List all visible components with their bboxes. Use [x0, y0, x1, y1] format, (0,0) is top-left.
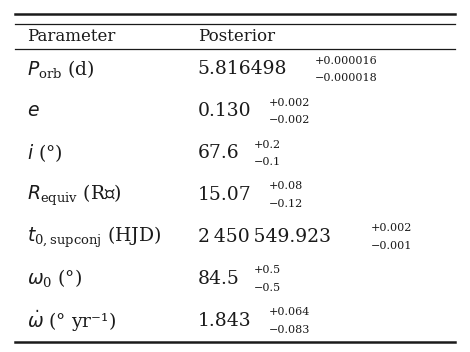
- Text: −0.5: −0.5: [254, 283, 281, 293]
- Text: +0.08: +0.08: [269, 181, 303, 191]
- Text: 2 450 549.923: 2 450 549.923: [197, 228, 330, 246]
- Text: $\dot{\omega}$ (° yr⁻¹): $\dot{\omega}$ (° yr⁻¹): [27, 308, 116, 334]
- Text: +0.002: +0.002: [370, 223, 412, 233]
- Text: +0.2: +0.2: [253, 139, 281, 150]
- Text: 84.5: 84.5: [197, 270, 240, 288]
- Text: 1.843: 1.843: [197, 312, 251, 330]
- Text: $e$: $e$: [27, 102, 40, 120]
- Text: +0.000016: +0.000016: [315, 56, 377, 66]
- Text: 5.816498: 5.816498: [197, 61, 287, 78]
- Text: Parameter: Parameter: [27, 28, 116, 45]
- Text: +0.064: +0.064: [269, 307, 310, 317]
- Text: $i$ (°): $i$ (°): [27, 142, 63, 164]
- Text: 0.130: 0.130: [197, 102, 251, 120]
- Text: −0.000018: −0.000018: [315, 73, 377, 83]
- Text: +0.5: +0.5: [254, 265, 281, 275]
- Text: $P_{\mathregular{orb}}$ (d): $P_{\mathregular{orb}}$ (d): [27, 58, 94, 81]
- Text: $\omega_{\mathregular{0}}$ (°): $\omega_{\mathregular{0}}$ (°): [27, 268, 82, 290]
- Text: 15.07: 15.07: [197, 186, 251, 204]
- Text: +0.002: +0.002: [269, 98, 310, 108]
- Text: Posterior: Posterior: [197, 28, 275, 45]
- Text: −0.12: −0.12: [269, 199, 303, 209]
- Text: −0.083: −0.083: [269, 325, 310, 335]
- Text: 67.6: 67.6: [197, 144, 239, 162]
- Text: −0.1: −0.1: [253, 157, 281, 167]
- Text: −0.002: −0.002: [269, 115, 310, 125]
- Text: $t_{\mathregular{0,supconj}}$ (HJD): $t_{\mathregular{0,supconj}}$ (HJD): [27, 224, 162, 250]
- Text: −0.001: −0.001: [370, 241, 412, 251]
- Text: $R_{\mathregular{equiv}}$ (R☉): $R_{\mathregular{equiv}}$ (R☉): [27, 182, 122, 208]
